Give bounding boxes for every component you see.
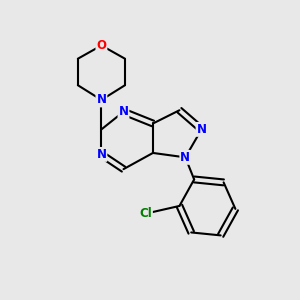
Text: O: O <box>96 39 106 52</box>
Text: N: N <box>96 93 106 106</box>
Text: N: N <box>118 105 128 118</box>
Text: N: N <box>180 151 190 164</box>
Text: N: N <box>196 123 206 136</box>
Text: N: N <box>96 148 106 161</box>
Text: Cl: Cl <box>139 207 152 220</box>
